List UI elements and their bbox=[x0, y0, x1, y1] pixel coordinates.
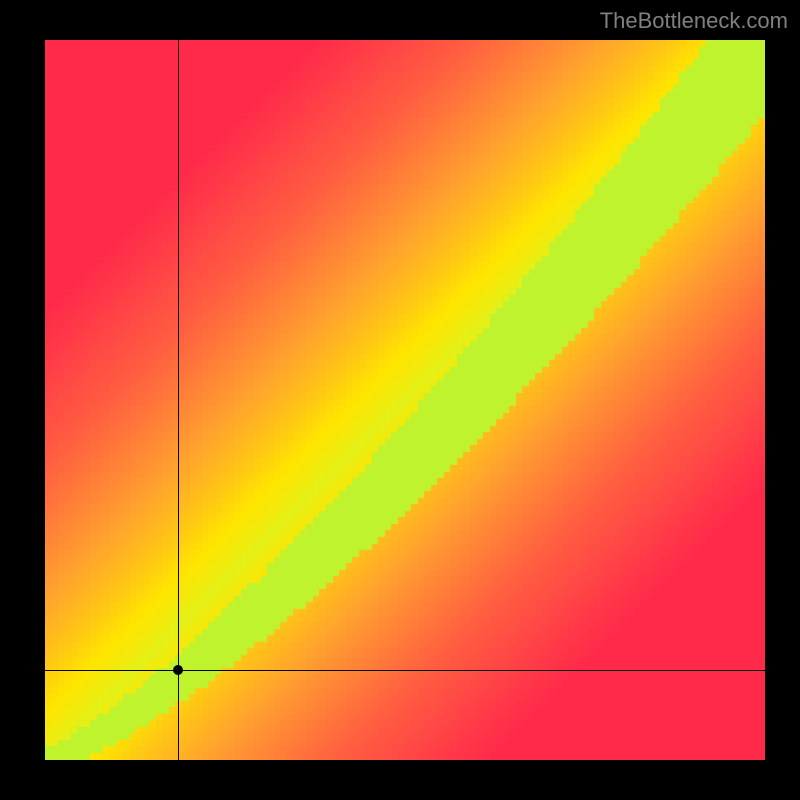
watermark: TheBottleneck.com bbox=[600, 8, 788, 34]
crosshair-horizontal bbox=[45, 670, 765, 671]
crosshair-vertical bbox=[178, 40, 179, 760]
marker-point bbox=[173, 665, 183, 675]
heatmap-canvas bbox=[45, 40, 765, 760]
heatmap-plot bbox=[45, 40, 765, 760]
